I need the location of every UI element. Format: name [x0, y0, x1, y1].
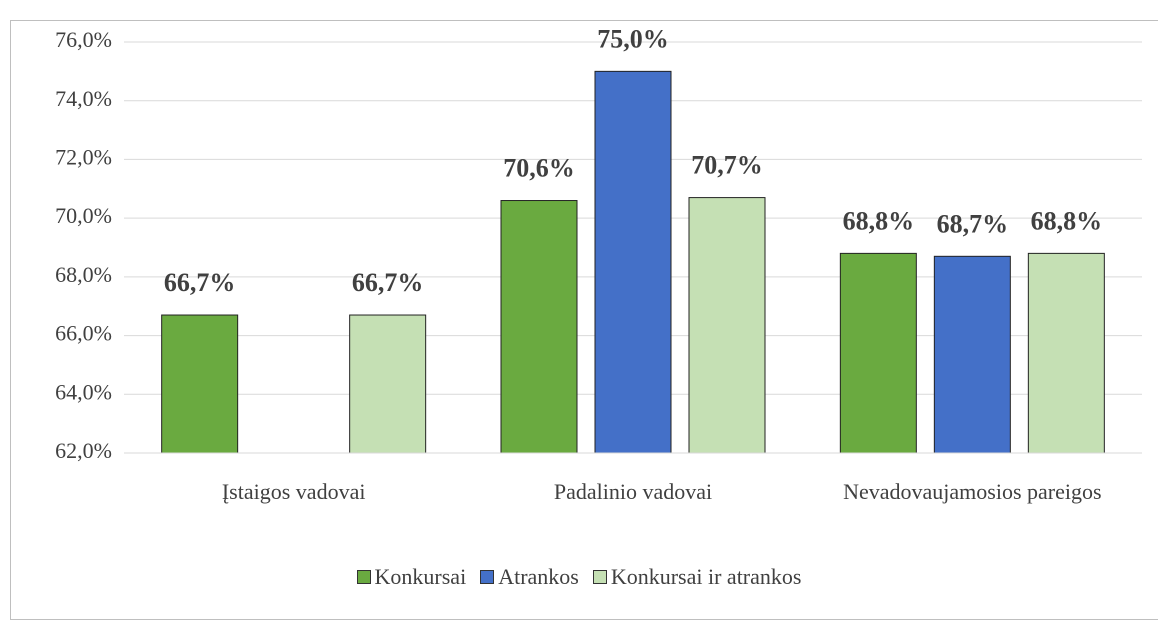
value-label: 68,7%: [937, 209, 1009, 238]
value-label: 66,7%: [164, 268, 236, 297]
bar: [933, 255, 1011, 454]
legend-label: Konkursai: [374, 564, 467, 589]
legend-swatch: [356, 570, 371, 584]
y-tick-label: 64,0%: [55, 379, 112, 404]
bar: [500, 200, 578, 454]
value-label: 66,7%: [352, 268, 424, 297]
bar: [1027, 252, 1105, 454]
legend-item: Konkursai ir atrankos: [592, 564, 802, 590]
bar: [594, 70, 672, 454]
y-tick-label: 74,0%: [55, 86, 112, 111]
bar: [839, 252, 917, 454]
x-tick-label: Padalinio vadovai: [553, 479, 713, 504]
bar: [688, 197, 766, 454]
value-label: 68,8%: [1031, 206, 1103, 235]
legend-label: Konkursai ir atrankos: [610, 564, 802, 589]
legend: Konkursai Atrankos Konkursai ir atrankos: [0, 564, 1158, 590]
y-tick-label: 68,0%: [55, 262, 112, 287]
value-label: 70,7%: [691, 151, 763, 180]
y-tick-label: 72,0%: [55, 144, 112, 169]
x-tick-label: Įstaigos vadovai: [221, 479, 366, 504]
legend-swatch: [592, 570, 607, 584]
value-label: 68,8%: [843, 206, 915, 235]
y-tick-label: 76,0%: [55, 27, 112, 52]
legend-swatch: [480, 570, 495, 584]
y-tick-label: 66,0%: [55, 321, 112, 346]
bar: [349, 314, 427, 454]
y-tick-label: 70,0%: [55, 203, 112, 228]
bar: [161, 314, 239, 454]
y-tick-label: 62,0%: [55, 438, 112, 463]
x-tick-label: Nevadovaujamosios pareigos: [843, 479, 1102, 504]
value-label: 75,0%: [597, 24, 669, 53]
legend-item: Konkursai: [356, 564, 467, 590]
legend-item: Atrankos: [480, 564, 579, 590]
value-label: 70,6%: [503, 153, 575, 182]
legend-label: Atrankos: [498, 564, 579, 589]
